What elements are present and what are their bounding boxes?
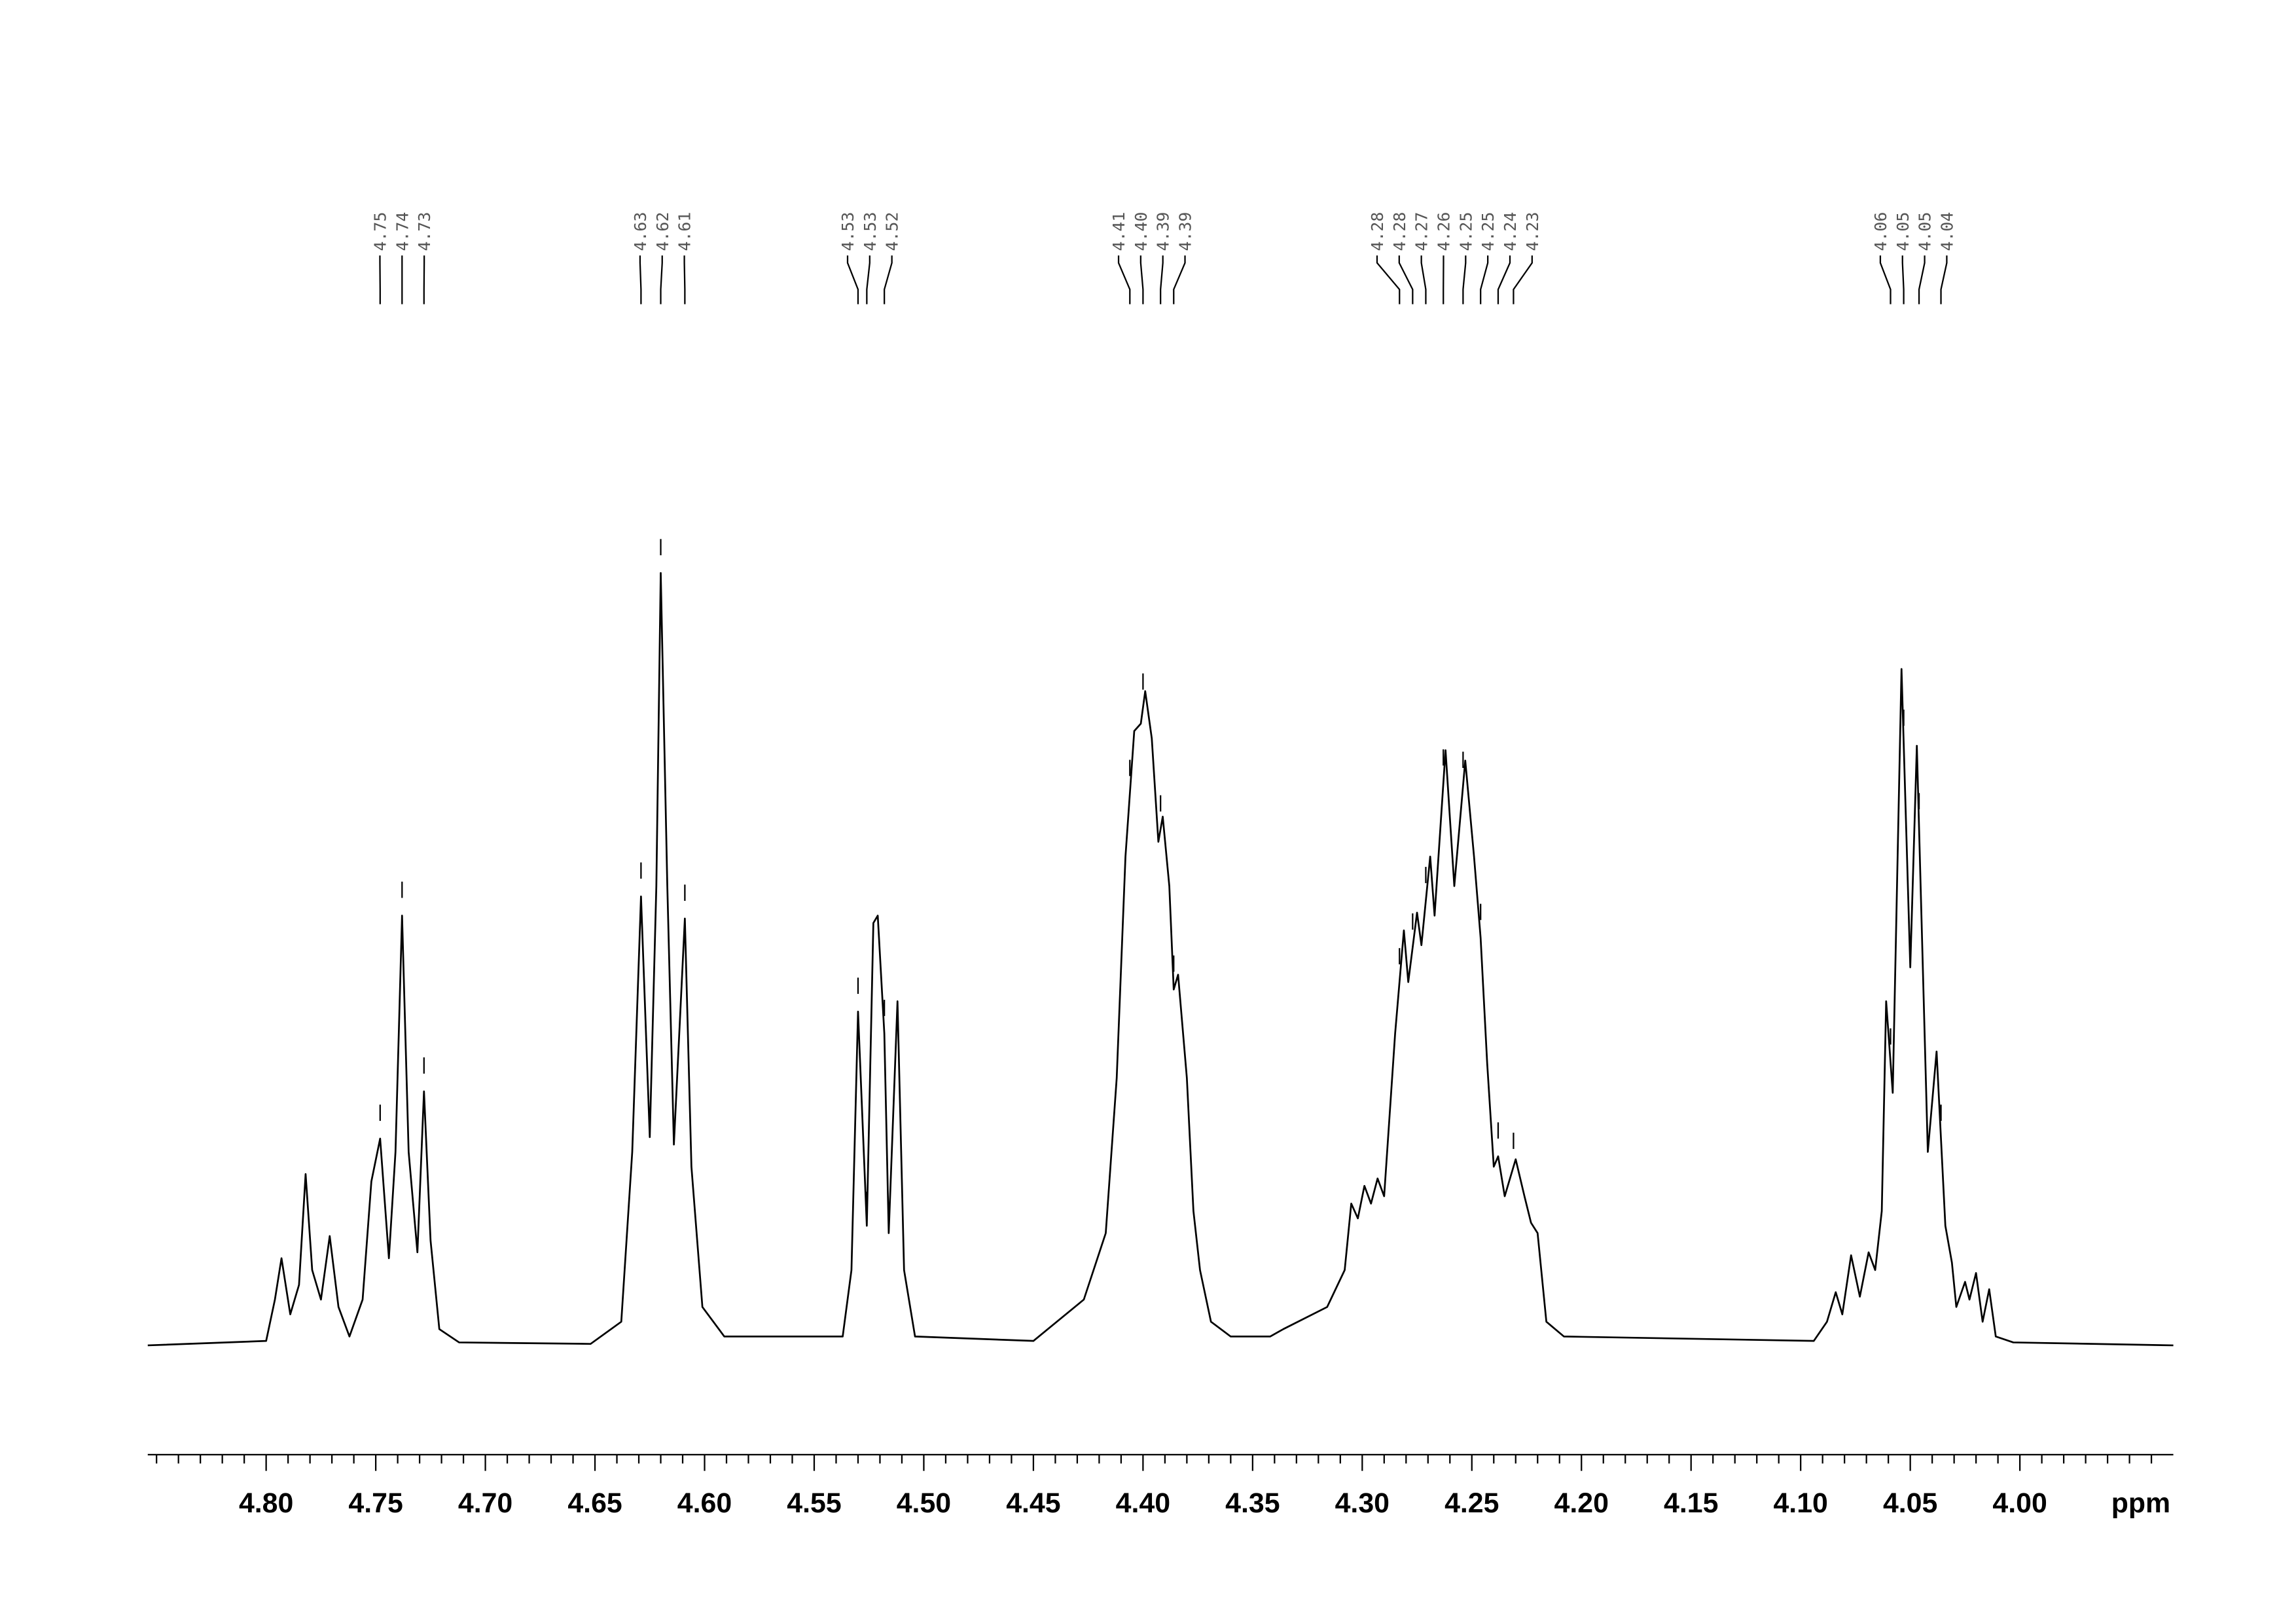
peak-connector <box>1918 255 1926 304</box>
x-tick-label: 4.00 <box>1992 1487 2047 1519</box>
x-tick-label: 4.25 <box>1444 1487 1499 1519</box>
x-tick-label: 4.70 <box>458 1487 512 1519</box>
peak-label: 4.05 <box>1893 212 1912 251</box>
x-tick-label: 4.45 <box>1006 1487 1060 1519</box>
x-tick-label: 4.30 <box>1335 1487 1390 1519</box>
peak-connector <box>1398 255 1414 304</box>
peak-label: 4.25 <box>1456 212 1475 251</box>
spectrum-line <box>147 572 2174 1347</box>
peak-label: 4.40 <box>1132 212 1151 251</box>
peak-connector <box>1901 255 1905 304</box>
x-tick-label: 4.15 <box>1664 1487 1718 1519</box>
peak-connector <box>1497 255 1511 304</box>
peak-label: 4.28 <box>1390 212 1409 251</box>
peak-connector <box>866 255 870 304</box>
x-tick-label: 4.80 <box>239 1487 293 1519</box>
peak-connector <box>846 255 859 304</box>
x-axis-label: ppm <box>2111 1487 2170 1519</box>
peak-label: 4.28 <box>1368 212 1387 251</box>
peak-connector <box>884 255 893 304</box>
peak-label: 4.06 <box>1871 212 1890 251</box>
peak-label: 4.04 <box>1937 212 1956 251</box>
x-tick-label: 4.60 <box>677 1487 732 1519</box>
peak-connector <box>1117 255 1131 304</box>
peak-connector <box>660 255 663 304</box>
x-tick-label: 4.75 <box>348 1487 403 1519</box>
peak-connector <box>1462 255 1467 304</box>
x-tick-label: 4.35 <box>1225 1487 1280 1519</box>
peak-label: 4.62 <box>653 212 672 251</box>
peak-label: 4.52 <box>883 212 902 251</box>
peak-connector <box>639 255 642 304</box>
x-tick-label: 4.40 <box>1116 1487 1170 1519</box>
peak-label: 4.23 <box>1523 212 1542 251</box>
x-tick-label: 4.50 <box>897 1487 951 1519</box>
peak-label: 4.41 <box>1109 212 1128 251</box>
peak-label: 4.26 <box>1435 212 1454 251</box>
peak-label: 4.61 <box>675 212 694 251</box>
peak-label: 4.63 <box>631 212 650 251</box>
peak-connector <box>1160 255 1164 304</box>
x-tick-label: 4.10 <box>1773 1487 1827 1519</box>
x-tick-label: 4.65 <box>567 1487 622 1519</box>
peak-label: 4.53 <box>838 212 857 251</box>
peak-label: 4.25 <box>1479 212 1498 251</box>
peak-label: 4.24 <box>1501 212 1520 251</box>
peak-connector <box>1879 255 1892 304</box>
x-tick-label: 4.05 <box>1883 1487 1937 1519</box>
peak-connector <box>1420 255 1427 304</box>
peak-label: 4.39 <box>1154 212 1173 251</box>
peak-connector <box>1173 255 1186 304</box>
peak-connector <box>1139 255 1144 304</box>
peak-label: 4.75 <box>370 212 389 251</box>
peak-label: 4.53 <box>861 212 880 251</box>
peak-connector <box>1480 255 1489 304</box>
peak-connector <box>1513 255 1533 304</box>
peak-label: 4.27 <box>1412 212 1431 251</box>
peak-connector <box>1940 255 1948 304</box>
peak-label: 4.74 <box>393 212 412 251</box>
peak-label: 4.39 <box>1176 212 1195 251</box>
peak-label: 4.73 <box>415 212 434 251</box>
peak-label: 4.05 <box>1916 212 1935 251</box>
x-tick-label: 4.55 <box>787 1487 841 1519</box>
peak-connector <box>1376 255 1401 304</box>
x-tick-label: 4.20 <box>1554 1487 1609 1519</box>
